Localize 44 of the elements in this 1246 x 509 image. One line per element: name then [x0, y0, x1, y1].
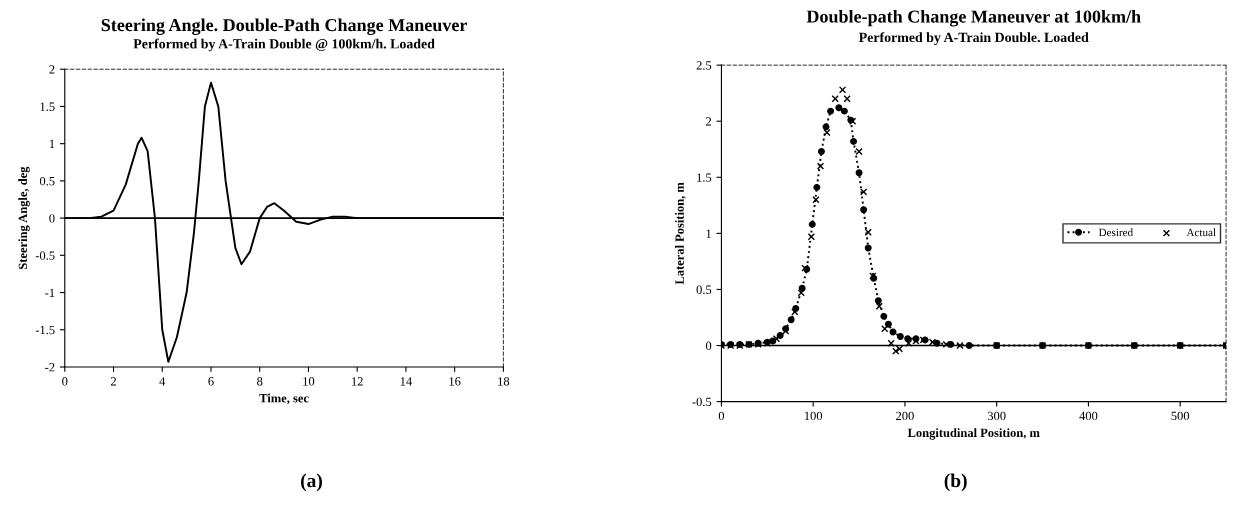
x-tick-label: 2 — [110, 377, 116, 386]
y-tick-label: -0.5 — [692, 397, 712, 407]
x-tick-label: 8 — [257, 377, 263, 386]
y-tick-label: 0 — [49, 214, 55, 223]
y-tick-label: -0.5 — [35, 251, 55, 260]
y-tick-label: 1 — [706, 229, 711, 238]
y-tick-label: 1.5 — [40, 102, 55, 111]
y-tick-label: -1.5 — [35, 325, 55, 335]
x-tick-label: 12 — [352, 377, 363, 386]
chart-title: Double-path Change Maneuver at 100km/h — [806, 9, 1141, 27]
x-tick-label: 6 — [208, 377, 214, 386]
x-tick-label: 200 — [896, 411, 914, 421]
x-tick-label: 18 — [498, 377, 510, 386]
legend-label: Actual — [1186, 228, 1216, 237]
y-tick-label: 1.5 — [697, 173, 712, 182]
x-tick-label: 0 — [718, 411, 725, 421]
x-axis-title: Time, sec — [259, 393, 309, 405]
x-tick-label: 100 — [804, 411, 823, 421]
x-tick-label: 4 — [159, 377, 166, 386]
y-tick-label: -1 — [45, 288, 55, 297]
text: (a) — [301, 473, 322, 492]
y-tick-label: 2 — [49, 65, 55, 74]
chart-subtitle: Performed by A-Train Double. Loaded — [858, 32, 1089, 45]
x-tick-label: 400 — [1079, 411, 1098, 421]
y-tick-label: 0 — [705, 341, 712, 350]
y-axis-title: Lateral Position, m — [675, 182, 686, 285]
y-tick-label: 2 — [706, 117, 712, 126]
x-tick-label: 10 — [303, 377, 315, 386]
y-axis-title: Steering Angle, deg — [18, 166, 30, 269]
text: (b) — [944, 473, 967, 492]
x-tick-label: 16 — [449, 377, 461, 386]
x-tick-label: 0 — [62, 377, 68, 386]
x-tick-label: 14 — [400, 377, 412, 386]
y-tick-label: 0.5 — [696, 285, 712, 294]
chart-title: Steering Angle. Double-Path Change Maneuver — [101, 18, 468, 35]
y-tick-label: 2.5 — [696, 61, 712, 70]
x-tick-label: 500 — [1171, 411, 1190, 421]
x-tick-label: 300 — [987, 411, 1006, 421]
chart-subtitle: Performed by A-Train Double @ 100km/h. Loaded — [133, 38, 435, 52]
x-axis-title: Longitudinal Position, m — [907, 428, 1040, 440]
legend-label: Desired — [1098, 228, 1133, 237]
y-tick-label: 0.5 — [39, 176, 55, 186]
y-tick-label: -2 — [45, 363, 55, 372]
y-tick-label: 1 — [49, 139, 55, 148]
